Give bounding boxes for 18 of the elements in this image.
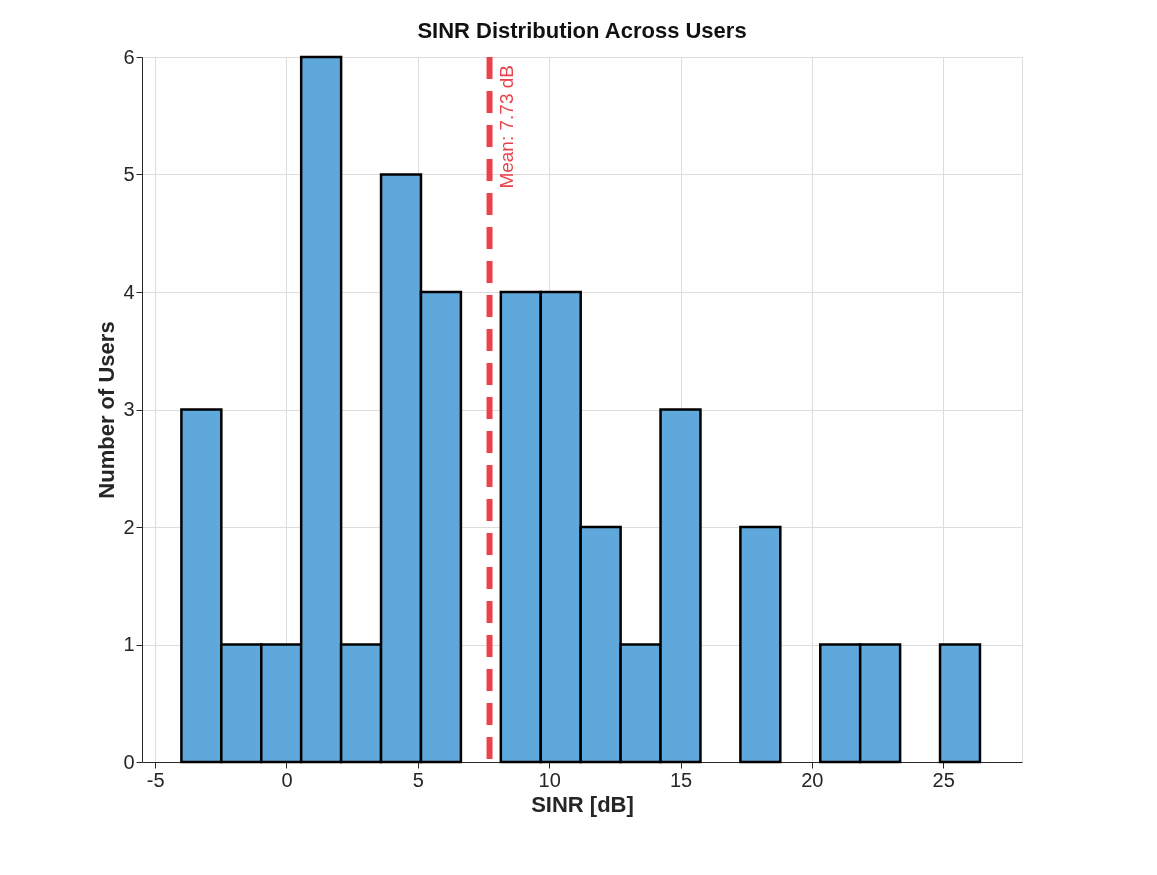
y-tick-label: 1 <box>123 633 135 655</box>
ref-line-label: Mean: 7.73 dB <box>495 65 517 189</box>
chart-title: SINR Distribution Across Users <box>417 18 747 43</box>
y-axis-title: Number of Users <box>94 321 120 499</box>
x-tick-label: 20 <box>801 768 824 791</box>
x-tick-label: -5 <box>146 768 165 791</box>
y-tick-label: 3 <box>123 398 135 420</box>
x-tick-label: 10 <box>538 768 561 791</box>
x-axis-title: SINR [dB] <box>531 791 634 817</box>
x-tick-label: 0 <box>281 768 293 791</box>
y-tick-label: 2 <box>123 515 135 538</box>
y-tick-label: 0 <box>123 750 135 773</box>
y-tick-label: 6 <box>123 45 135 68</box>
x-tick-label: 25 <box>932 768 955 791</box>
y-tick-label: 4 <box>123 280 135 303</box>
x-tick-label: 5 <box>412 768 424 791</box>
x-tick-label: 15 <box>669 768 693 791</box>
y-tick-label: 5 <box>123 163 135 185</box>
